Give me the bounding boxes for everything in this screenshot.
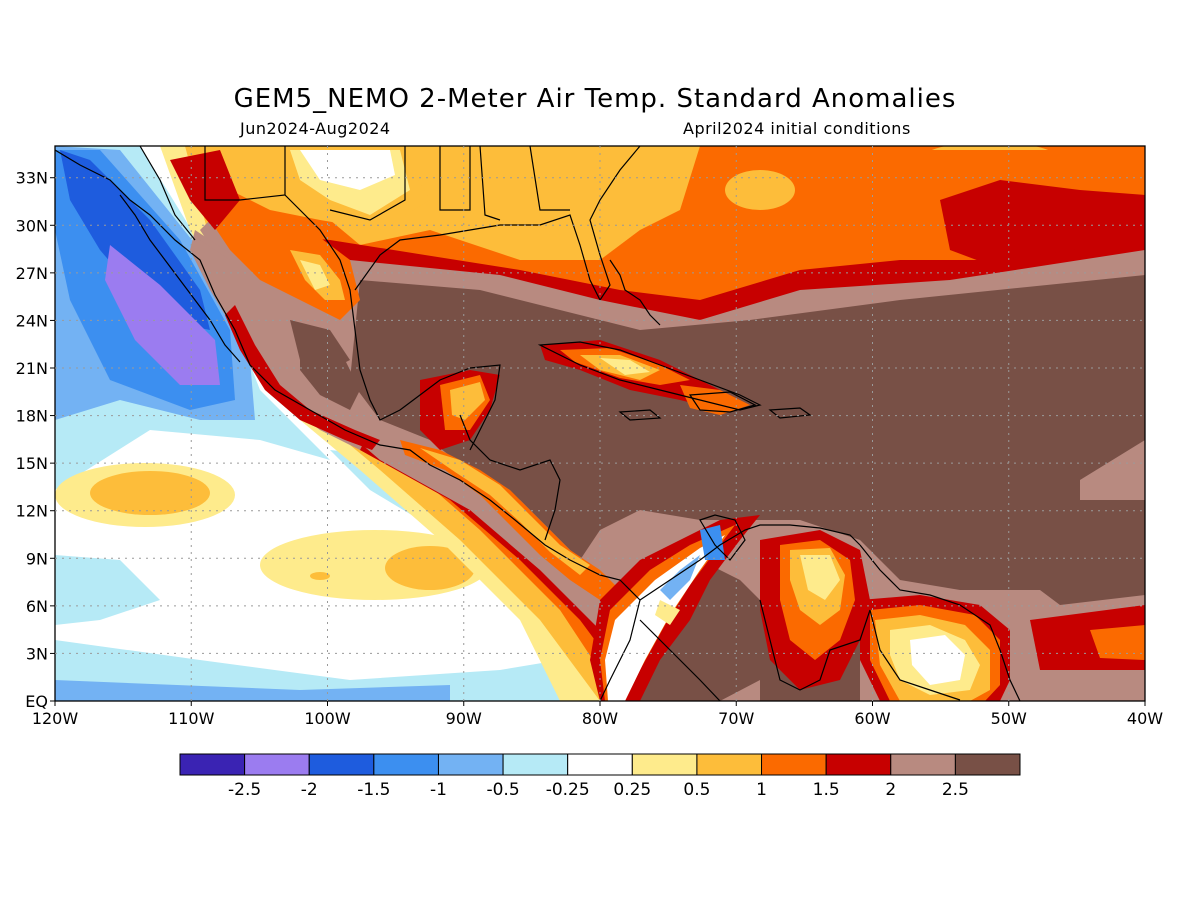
colorbar-label: -1: [430, 780, 447, 800]
lat-tick-label: 3N: [26, 644, 48, 663]
lat-tick-label: 33N: [16, 169, 48, 188]
colorbar-label: 2: [885, 780, 896, 800]
colorbar-swatch: [761, 753, 827, 776]
figure-title: GEM5_NEMO 2-Meter Air Temp. Standard Ano…: [233, 84, 957, 114]
colorbar-label: -2: [301, 780, 318, 800]
colorbar-swatch: [567, 753, 633, 776]
colorbar-swatch: [502, 753, 569, 776]
lat-tick-label: 27N: [16, 264, 48, 283]
colorbar-label: 0.25: [613, 780, 651, 800]
colorbar-label: -1.5: [357, 780, 390, 800]
colorbar: -2.5 -2 -1.5 -1 -0.5 -0.25 0.25 0.5 1 1.5 2 2.5: [179, 753, 1021, 800]
colorbar-label: -0.5: [486, 780, 519, 800]
lon-tick-label: 90W: [446, 709, 482, 728]
colorbar-swatch: [244, 753, 310, 776]
colorbar-swatch: [179, 753, 246, 776]
init-subtitle: April2024 initial conditions: [683, 119, 911, 138]
shaded-field: [55, 146, 1145, 701]
colorbar-swatch: [437, 753, 504, 776]
lat-tick-label: 21N: [16, 359, 48, 378]
lon-tick-label: 70W: [718, 709, 754, 728]
colorbar-label: -0.25: [546, 780, 590, 800]
lon-tick-label: 100W: [304, 709, 351, 728]
colorbar-swatch: [631, 753, 698, 776]
lon-tick-label: 80W: [582, 709, 618, 728]
season-subtitle: Jun2024-Aug2024: [240, 119, 391, 138]
colorbar-swatch: [308, 753, 375, 776]
lon-tick-label: 40W: [1127, 709, 1163, 728]
lat-tick-label: EQ: [25, 692, 48, 711]
colorbar-label: 1: [756, 780, 767, 800]
lat-tick-label: 15N: [16, 454, 48, 473]
colorbar-label: 2.5: [942, 780, 969, 800]
colorbar-label: 1.5: [813, 780, 840, 800]
lon-tick-label: 110W: [168, 709, 215, 728]
lon-tick-label: 120W: [32, 709, 79, 728]
colorbar-label: -2.5: [228, 780, 261, 800]
colorbar-swatch: [373, 753, 439, 776]
lat-tick-label: 12N: [16, 502, 48, 521]
lat-tick-label: 6N: [26, 597, 48, 616]
coastlines: [55, 146, 1021, 701]
colorbar-swatch: [825, 753, 892, 776]
colorbar-swatch: [954, 753, 1021, 776]
lon-tick-label: 50W: [991, 709, 1027, 728]
colorbar-swatch: [890, 753, 956, 776]
lat-tick-label: 9N: [26, 549, 48, 568]
colorbar-swatch: [696, 753, 763, 776]
gridlines: [55, 146, 1145, 701]
lat-tick-label: 24N: [16, 311, 48, 330]
lon-tick-label: 60W: [854, 709, 890, 728]
lat-tick-label: 18N: [16, 407, 48, 426]
lat-tick-label: 30N: [16, 216, 48, 235]
colorbar-label: 0.5: [683, 780, 710, 800]
